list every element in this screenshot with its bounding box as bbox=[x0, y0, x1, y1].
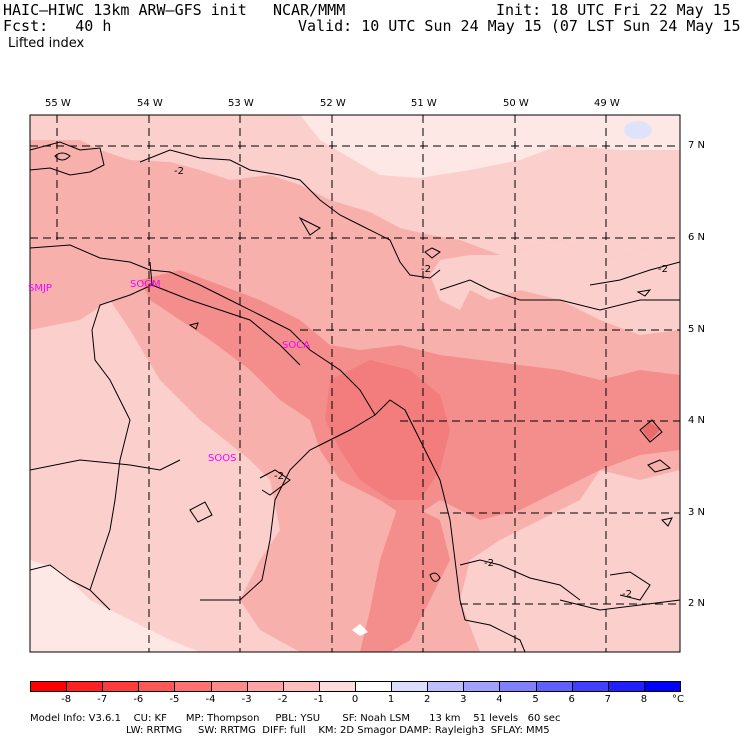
contour-label: -2 bbox=[421, 264, 431, 275]
colorbar-tick-label: -8 bbox=[61, 694, 72, 705]
colorbar-tick-label: 2 bbox=[424, 694, 431, 705]
colorbar-tick-label: 6 bbox=[568, 694, 575, 705]
contour-label: -2 bbox=[484, 558, 494, 569]
model-info-line2: LW: RRTMG SW: RRTMG DIFF: full KM: 2D Sm… bbox=[126, 725, 550, 736]
colorbar-tick-label: 3 bbox=[460, 694, 467, 705]
contour-label: -2 bbox=[274, 471, 284, 482]
colorbar-swatch bbox=[66, 681, 104, 692]
lat-label: 6 N bbox=[688, 232, 706, 243]
dark-spot-east bbox=[642, 422, 660, 440]
colorbar-swatch bbox=[246, 681, 284, 692]
lon-label: 53 W bbox=[228, 98, 254, 109]
colorbar-swatch bbox=[427, 681, 465, 692]
valid-time: Valid: 10 UTC Sun 24 May 15 (07 LST Sun … bbox=[298, 17, 740, 35]
model-info-line1: Model Info: V3.6.1 CU: KF MP: Thompson P… bbox=[30, 713, 561, 724]
darker-core bbox=[325, 360, 450, 500]
contour-label: -2 bbox=[658, 264, 668, 275]
colorbar-tick-label: 5 bbox=[532, 694, 539, 705]
colorbar-tick-label: 0 bbox=[351, 694, 359, 705]
dark-tongue-south bbox=[360, 500, 450, 652]
colorbar-tick-label: 4 bbox=[496, 694, 503, 705]
colorbar-tick-label: -6 bbox=[133, 694, 144, 705]
contour-lines bbox=[30, 141, 680, 611]
light-southwest bbox=[30, 300, 300, 652]
colorbar-swatch bbox=[607, 681, 645, 692]
white-patch bbox=[352, 624, 368, 636]
colorbar-tick-label: 7 bbox=[604, 694, 611, 705]
colorbar-tick-label: 1 bbox=[387, 694, 395, 705]
colorbar-swatch bbox=[174, 681, 212, 692]
station-label: SOOS bbox=[208, 453, 237, 464]
colorbar-swatch bbox=[499, 681, 537, 692]
colorbar-swatch bbox=[318, 681, 356, 692]
center-label: NCAR/MMM bbox=[273, 1, 346, 19]
lightest-southwest bbox=[30, 560, 200, 652]
init-time: Init: 18 UTC Fri 22 May 15 bbox=[496, 1, 731, 19]
station-label: SOCA bbox=[282, 340, 311, 351]
colorbar-swatch bbox=[138, 681, 176, 692]
map-frame bbox=[29, 114, 681, 653]
colorbar-tick-label: 8 bbox=[640, 694, 648, 705]
lon-label: 49 W bbox=[594, 98, 620, 109]
lat-label: 7 N bbox=[688, 140, 706, 151]
colorbar-swatch bbox=[571, 681, 609, 692]
colorbar-tick-label: -5 bbox=[169, 694, 180, 705]
lat-label: 5 N bbox=[688, 324, 706, 335]
lon-label: 50 W bbox=[503, 98, 529, 109]
field-name: Lifted index bbox=[8, 36, 85, 51]
contour-label: -2 bbox=[622, 589, 632, 600]
lon-label: 52 W bbox=[320, 98, 346, 109]
lon-label: 51 W bbox=[411, 98, 437, 109]
colorbar-tick-label: -4 bbox=[205, 694, 216, 705]
colorbar-swatch bbox=[535, 681, 573, 692]
blue-blob bbox=[624, 121, 652, 139]
contour-label: -2 bbox=[174, 166, 184, 177]
colorbar-tick-label: -1 bbox=[313, 694, 324, 705]
colorbar-tick-label: -2 bbox=[277, 694, 288, 705]
borders bbox=[30, 244, 526, 652]
colorbar-swatch bbox=[102, 681, 140, 692]
model-title: HAIC–HIWC 13km ARW–GFS init bbox=[3, 1, 247, 19]
station-label: SMJP bbox=[28, 283, 52, 294]
colorbar-swatch bbox=[391, 681, 429, 692]
colorbar-tick-label: -3 bbox=[241, 694, 252, 705]
forecast-hour: Fcst: 40 h bbox=[3, 17, 112, 35]
light-lobe-east bbox=[430, 235, 680, 335]
station-label: SOGM bbox=[130, 279, 161, 290]
colorbar-swatch bbox=[210, 681, 248, 692]
colorbar-swatch bbox=[643, 681, 681, 692]
lon-label: 54 W bbox=[137, 98, 163, 109]
colorbar-swatch bbox=[282, 681, 320, 692]
colorbar-unit: °C bbox=[672, 694, 684, 705]
lat-label: 4 N bbox=[688, 415, 706, 426]
colorbar-tick-label: -7 bbox=[97, 694, 108, 705]
lon-label: 55 W bbox=[45, 98, 71, 109]
colorbar-swatch bbox=[463, 681, 501, 692]
lat-label: 2 N bbox=[688, 598, 706, 609]
colorbar-swatch bbox=[30, 681, 68, 692]
lat-label: 3 N bbox=[688, 507, 706, 518]
colorbar-swatch bbox=[355, 681, 393, 692]
graticule bbox=[30, 115, 680, 652]
